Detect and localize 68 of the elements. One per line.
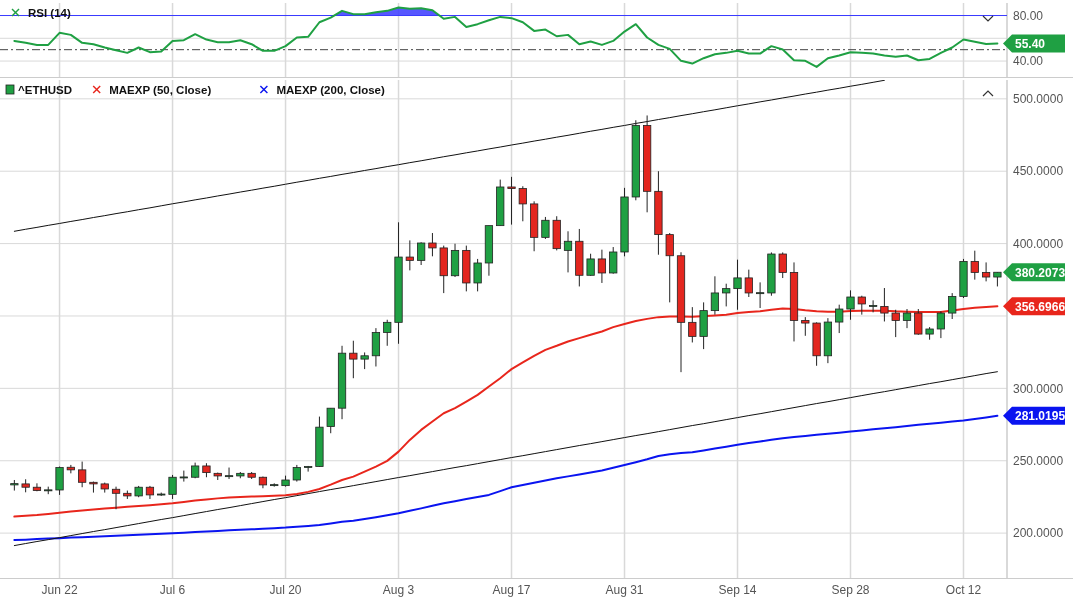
x-tick-label: Oct 12 xyxy=(945,583,982,597)
candlestick xyxy=(111,486,121,510)
x-tick-label: Sep 14 xyxy=(718,583,757,597)
candlestick xyxy=(518,185,527,222)
y-tick-label: 250.0000 xyxy=(1013,453,1064,468)
line-series xyxy=(13,80,885,232)
candlestick xyxy=(383,319,392,347)
candlestick xyxy=(733,259,742,311)
y-tick-label: 400.0000 xyxy=(1013,236,1064,251)
legend-label: MAEXP (200, Close) xyxy=(276,84,386,96)
candlestick xyxy=(507,176,516,226)
x-tick-label: Aug 17 xyxy=(492,583,531,597)
candlestick xyxy=(168,474,177,500)
candlestick xyxy=(326,407,335,434)
line-series xyxy=(13,414,999,542)
y-tick-label: 450.0000 xyxy=(1013,164,1064,179)
candlestick xyxy=(304,465,313,473)
candlestick xyxy=(756,281,765,309)
candlestick xyxy=(563,230,573,273)
legend-label: MAEXP (50, Close) xyxy=(109,84,212,96)
text: 380.2073 xyxy=(1015,265,1066,280)
candlestick xyxy=(948,292,957,320)
candlestick xyxy=(970,250,979,281)
candlestick xyxy=(936,310,945,339)
y-tick-label: 40.00 xyxy=(1013,54,1044,69)
candlestick xyxy=(744,269,753,298)
candlestick xyxy=(914,308,923,336)
x-tick-label: Aug 31 xyxy=(605,583,644,597)
candlestick xyxy=(78,461,87,488)
data-label: 281.0195 xyxy=(1015,409,1066,424)
candlestick xyxy=(710,275,720,316)
x-tick-label: Jul 20 xyxy=(269,583,302,597)
candlestick xyxy=(541,216,550,240)
legend-label: ^ETHUSD xyxy=(18,84,72,96)
candlestick xyxy=(371,327,381,367)
y-tick-label: 300.0000 xyxy=(1013,381,1064,396)
y-tick-label: 200.0000 xyxy=(1013,526,1064,541)
data-label: 55.40 xyxy=(1015,36,1046,51)
candlestick xyxy=(32,482,42,492)
candlestick xyxy=(665,232,674,303)
y-tick-label: 500.0000 xyxy=(1013,92,1064,107)
candlestick xyxy=(778,251,787,279)
candlestick xyxy=(428,232,437,257)
candlestick xyxy=(224,467,234,480)
data-label: 356.6966 xyxy=(1015,299,1066,314)
candlestick xyxy=(349,340,358,379)
candlestick xyxy=(609,246,618,275)
x-tick-label: Sep 28 xyxy=(831,583,870,597)
candlestick xyxy=(55,466,64,496)
candlestick xyxy=(846,289,855,321)
line-series xyxy=(13,6,999,68)
candlestick xyxy=(405,239,414,271)
y-tick-label: 80.00 xyxy=(1013,8,1044,23)
candlestick xyxy=(902,308,912,329)
candlestick xyxy=(722,283,731,307)
candlestick xyxy=(869,299,878,313)
candlestick xyxy=(586,253,595,277)
x-tick-label: Aug 3 xyxy=(382,583,415,597)
line-series xyxy=(13,371,998,547)
x-tick-label: Jul 6 xyxy=(159,583,186,597)
candlestick xyxy=(597,249,607,284)
candlestick xyxy=(982,261,991,282)
x-tick-label: Jun 22 xyxy=(41,583,78,597)
candlestick xyxy=(835,304,844,334)
candlestick xyxy=(801,316,810,337)
candlestick xyxy=(417,241,426,266)
candlestick xyxy=(891,309,900,338)
candlestick xyxy=(473,258,482,292)
